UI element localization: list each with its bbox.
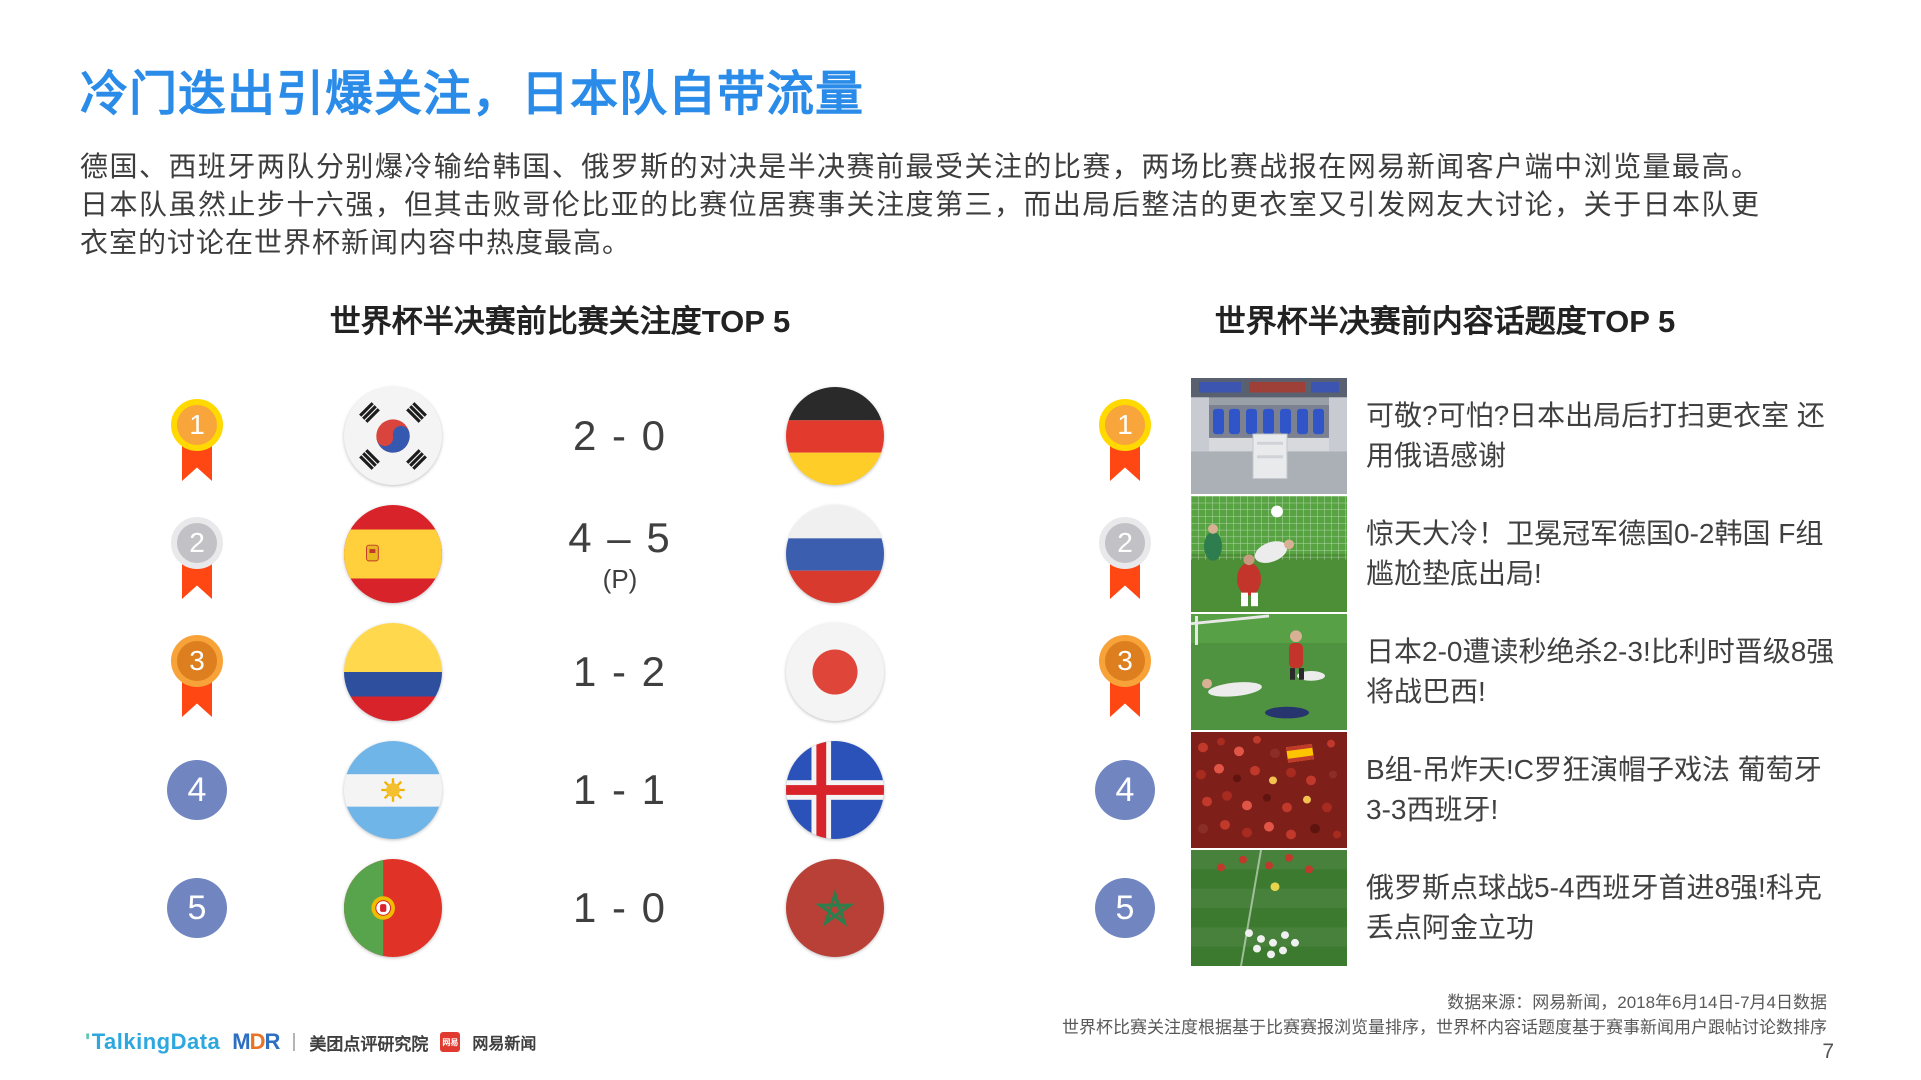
rank-row-1: 1 2 - 0 1 <box>0 377 1921 495</box>
news-thumbnail-japan-belgium <box>1191 614 1347 730</box>
flag-south-korea-icon <box>344 387 442 485</box>
match-score: 2 - 0 <box>505 377 735 495</box>
flag-japan-icon <box>786 623 884 721</box>
page-number: 7 <box>1822 1040 1834 1063</box>
news-headline: 俄罗斯点球战5-4西班牙首进8强!科克丢点阿金立功 <box>1366 872 1822 943</box>
meituan-research-logo: 美团点评研究院 <box>309 1034 429 1054</box>
news-headline: 惊天大冷！卫冕冠军德国0-2韩国 F组尴尬垫底出局! <box>1366 518 1824 589</box>
flag-spain-icon <box>344 505 442 603</box>
news-headline: 可敬?可怕?日本出局后打扫更衣室 还用俄语感谢 <box>1366 400 1825 471</box>
flag-morocco-icon <box>786 859 884 957</box>
page-title: 冷门迭出引爆关注，日本队自带流量 <box>80 68 865 121</box>
netease-news-logo: 网易新闻 <box>472 1036 537 1053</box>
news-thumbnail-russia-celebration <box>1191 850 1347 966</box>
data-source-note: 数据来源：网易新闻，2018年6月14日-7月4日数据 世界杯比赛关注度根据基于… <box>1062 990 1827 1040</box>
gold-medal-icon: 1 <box>171 399 223 491</box>
flag-germany-icon <box>786 387 884 485</box>
rank-row-5: 5 1 - 0 5 <box>0 849 1921 967</box>
bronze-medal-icon: 3 <box>1099 635 1151 727</box>
score-text: 2 - 0 <box>572 412 668 459</box>
logo-divider <box>293 1033 296 1051</box>
rank-badge: 4 <box>167 760 227 820</box>
rank-number: 2 <box>171 517 223 569</box>
netease-icon: 网易 <box>440 1032 461 1052</box>
silver-medal-icon: 2 <box>171 517 223 609</box>
match-score: 4 – 5 (P) <box>505 495 735 613</box>
rank-row-2: 2 4 – 5 (P) 2 <box>0 495 1921 613</box>
news-thumbnail-germany-korea <box>1191 496 1347 612</box>
flag-portugal-icon <box>344 859 442 957</box>
rank-badge: 5 <box>1095 878 1155 938</box>
intro-paragraph: 德国、西班牙两队分别爆冷输给韩国、俄罗斯的对决是半决赛前最受关注的比赛，两场比赛… <box>80 151 1760 258</box>
news-headline: 日本2-0遭读秒绝杀2-3!比利时晋级8强将战巴西! <box>1366 636 1835 707</box>
talkingdata-wordmark: TalkingData <box>91 1029 221 1054</box>
match-score: 1 - 0 <box>505 849 735 967</box>
right-panel-title: 世界杯半决赛前内容话题度TOP 5 <box>1214 304 1676 339</box>
rank-row-4: 4 1 - 1 4 <box>0 731 1921 849</box>
match-score: 1 - 2 <box>505 613 735 731</box>
rank-badge: 4 <box>1095 760 1155 820</box>
bronze-medal-icon: 3 <box>171 635 223 727</box>
talkingdata-logo: ' TalkingData <box>85 1029 220 1055</box>
rank-number: 1 <box>171 399 223 451</box>
talkingdata-tick-icon: ' <box>85 1029 91 1054</box>
score-text: 4 – 5 <box>568 513 672 561</box>
source-line-2: 世界杯比赛关注度根据基于比赛赛报浏览量排序，世界杯内容话题度基于赛事新闻用户跟帖… <box>1062 1018 1827 1037</box>
news-thumbnail-locker-room <box>1191 378 1347 494</box>
rank-number: 2 <box>1099 517 1151 569</box>
flag-iceland-icon <box>786 741 884 839</box>
penalty-note: (P) <box>602 563 638 594</box>
gold-medal-icon: 1 <box>1099 399 1151 491</box>
score-text: 1 - 1 <box>572 766 668 813</box>
rank-number: 1 <box>1099 399 1151 451</box>
silver-medal-icon: 2 <box>1099 517 1151 609</box>
match-score: 1 - 1 <box>505 731 735 849</box>
score-text: 1 - 0 <box>572 884 668 931</box>
news-headline: B组-吊炸天!C罗狂演帽子戏法 葡萄牙3-3西班牙! <box>1366 754 1822 825</box>
left-panel-title: 世界杯半决赛前比赛关注度TOP 5 <box>329 304 791 339</box>
rank-row-3: 3 1 - 2 3 <box>0 613 1921 731</box>
rank-number: 3 <box>1099 635 1151 687</box>
news-thumbnail-spain-fans <box>1191 732 1347 848</box>
flag-argentina-icon <box>344 741 442 839</box>
rank-badge: 5 <box>167 878 227 938</box>
score-text: 1 - 2 <box>572 648 668 695</box>
rank-number: 3 <box>171 635 223 687</box>
flag-colombia-icon <box>344 623 442 721</box>
flag-russia-icon <box>786 505 884 603</box>
source-line-1: 数据来源：网易新闻，2018年6月14日-7月4日数据 <box>1447 993 1827 1012</box>
